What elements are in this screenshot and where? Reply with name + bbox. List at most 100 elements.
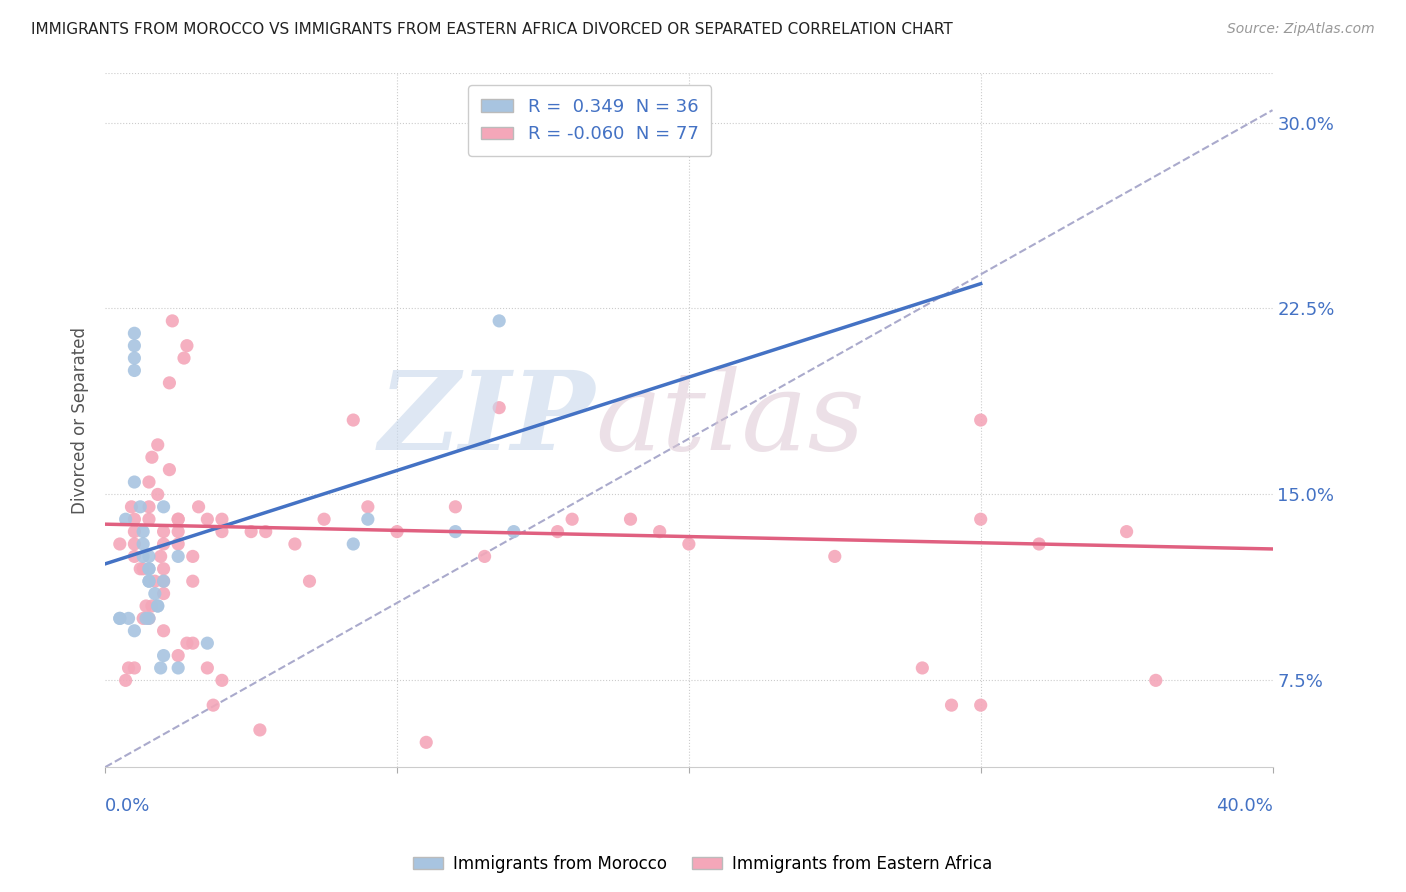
Point — [167, 549, 190, 564]
Point — [149, 549, 172, 564]
Point — [167, 512, 190, 526]
Point — [124, 326, 146, 341]
Point — [143, 574, 166, 589]
Point — [474, 549, 496, 564]
Point — [173, 351, 195, 365]
Text: atlas: atlas — [596, 367, 865, 474]
Point — [195, 661, 218, 675]
Point — [1144, 673, 1167, 688]
Point — [211, 524, 233, 539]
Point — [195, 512, 218, 526]
Text: 0.0%: 0.0% — [105, 797, 150, 815]
Point — [195, 636, 218, 650]
Point — [561, 512, 583, 526]
Point — [124, 624, 146, 638]
Point — [444, 524, 467, 539]
Point — [132, 549, 155, 564]
Point — [167, 661, 190, 675]
Point — [138, 562, 160, 576]
Point — [108, 611, 131, 625]
Point — [970, 512, 993, 526]
Point — [108, 537, 131, 551]
Point — [152, 500, 174, 514]
Point — [152, 574, 174, 589]
Point — [415, 735, 437, 749]
Point — [249, 723, 271, 737]
Point — [152, 562, 174, 576]
Point — [138, 562, 160, 576]
Point — [314, 512, 336, 526]
Point — [117, 611, 139, 625]
Point — [488, 401, 510, 415]
Point — [678, 537, 700, 551]
Point — [135, 611, 157, 625]
Point — [941, 698, 963, 713]
Point — [176, 339, 198, 353]
Point — [152, 624, 174, 638]
Point — [181, 574, 204, 589]
Point — [181, 636, 204, 650]
Y-axis label: Divorced or Separated: Divorced or Separated — [72, 326, 89, 514]
Point — [138, 574, 160, 589]
Point — [149, 661, 172, 675]
Point — [129, 562, 152, 576]
Point — [385, 524, 408, 539]
Point — [152, 537, 174, 551]
Point — [135, 599, 157, 613]
Point — [488, 314, 510, 328]
Point — [357, 500, 380, 514]
Point — [240, 524, 263, 539]
Point — [157, 376, 180, 390]
Point — [202, 698, 225, 713]
Point — [138, 611, 160, 625]
Point — [619, 512, 641, 526]
Point — [444, 500, 467, 514]
Point — [141, 599, 163, 613]
Point — [167, 537, 190, 551]
Point — [342, 413, 364, 427]
Point — [146, 599, 169, 613]
Point — [547, 524, 569, 539]
Point — [970, 413, 993, 427]
Text: ZIP: ZIP — [378, 367, 596, 474]
Point — [138, 500, 160, 514]
Text: IMMIGRANTS FROM MOROCCO VS IMMIGRANTS FROM EASTERN AFRICA DIVORCED OR SEPARATED : IMMIGRANTS FROM MOROCCO VS IMMIGRANTS FR… — [31, 22, 953, 37]
Text: Source: ZipAtlas.com: Source: ZipAtlas.com — [1227, 22, 1375, 37]
Point — [167, 512, 190, 526]
Point — [108, 611, 131, 625]
Point — [824, 549, 846, 564]
Point — [138, 611, 160, 625]
Point — [124, 661, 146, 675]
Point — [911, 661, 934, 675]
Point — [152, 648, 174, 663]
Point — [167, 524, 190, 539]
Legend: R =  0.349  N = 36, R = -0.060  N = 77: R = 0.349 N = 36, R = -0.060 N = 77 — [468, 86, 711, 156]
Point — [181, 549, 204, 564]
Point — [124, 475, 146, 489]
Point — [284, 537, 307, 551]
Point — [146, 438, 169, 452]
Point — [157, 462, 180, 476]
Point — [132, 562, 155, 576]
Point — [124, 363, 146, 377]
Point — [648, 524, 671, 539]
Point — [1115, 524, 1137, 539]
Point — [162, 314, 184, 328]
Point — [187, 500, 209, 514]
Point — [342, 537, 364, 551]
Text: 40.0%: 40.0% — [1216, 797, 1272, 815]
Point — [211, 512, 233, 526]
Legend: Immigrants from Morocco, Immigrants from Eastern Africa: Immigrants from Morocco, Immigrants from… — [406, 848, 1000, 880]
Point — [357, 512, 380, 526]
Point — [970, 698, 993, 713]
Point — [1028, 537, 1050, 551]
Point — [138, 549, 160, 564]
Point — [146, 487, 169, 501]
Point — [124, 512, 146, 526]
Point — [124, 524, 146, 539]
Point — [114, 512, 136, 526]
Point — [132, 537, 155, 551]
Point — [132, 524, 155, 539]
Point — [124, 339, 146, 353]
Point — [117, 661, 139, 675]
